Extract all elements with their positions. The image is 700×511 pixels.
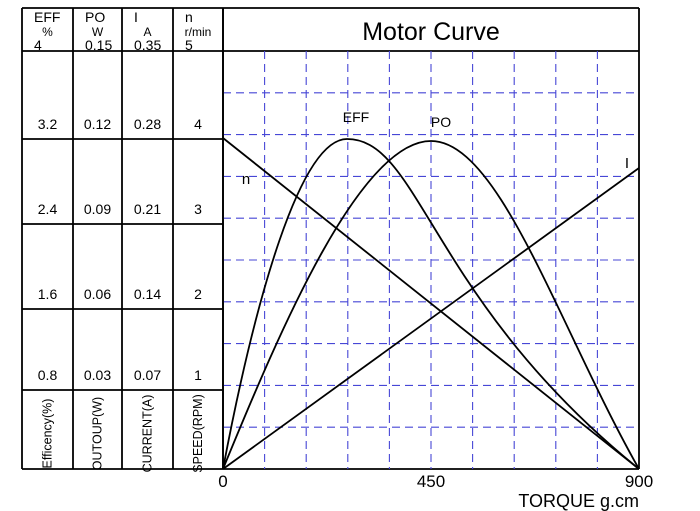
svg-text:2: 2 — [194, 286, 202, 302]
svg-text:3: 3 — [194, 201, 202, 217]
svg-text:n: n — [185, 9, 193, 25]
svg-text:EFF: EFF — [34, 9, 60, 25]
svg-text:0.09: 0.09 — [84, 201, 111, 217]
svg-text:EFF: EFF — [343, 109, 369, 125]
svg-text:OUTOUP(W): OUTOUP(W) — [91, 397, 105, 470]
svg-text:0.8: 0.8 — [38, 367, 58, 383]
svg-text:Efficency(%): Efficency(%) — [41, 399, 55, 469]
svg-text:5: 5 — [185, 37, 193, 53]
svg-text:0.28: 0.28 — [134, 116, 161, 132]
svg-text:0.07: 0.07 — [134, 367, 161, 383]
svg-text:PO: PO — [431, 114, 451, 130]
svg-text:900: 900 — [625, 472, 653, 491]
svg-text:1.6: 1.6 — [38, 286, 58, 302]
svg-text:0.14: 0.14 — [134, 286, 161, 302]
svg-text:0.21: 0.21 — [134, 201, 161, 217]
svg-text:I: I — [625, 155, 629, 172]
svg-text:0.35: 0.35 — [134, 37, 161, 53]
svg-text:1: 1 — [194, 367, 202, 383]
svg-text:2.4: 2.4 — [38, 201, 58, 217]
svg-text:4: 4 — [194, 116, 202, 132]
svg-text:CURRENT(A): CURRENT(A) — [141, 395, 155, 473]
svg-text:TORQUE g.cm: TORQUE g.cm — [518, 491, 639, 511]
svg-text:0: 0 — [218, 472, 227, 491]
svg-text:%: % — [42, 25, 53, 39]
svg-text:Motor Curve: Motor Curve — [362, 18, 500, 46]
svg-text:4: 4 — [34, 37, 42, 53]
svg-text:3.2: 3.2 — [38, 116, 58, 132]
svg-text:0.15: 0.15 — [85, 37, 112, 53]
svg-text:0.06: 0.06 — [84, 286, 111, 302]
svg-text:450: 450 — [417, 472, 445, 491]
svg-text:n: n — [242, 171, 250, 188]
svg-text:PO: PO — [85, 9, 105, 25]
svg-text:SPEED(RPM): SPEED(RPM) — [191, 394, 205, 472]
svg-text:0.12: 0.12 — [84, 116, 111, 132]
svg-text:0.03: 0.03 — [84, 367, 111, 383]
svg-text:I: I — [134, 9, 138, 25]
